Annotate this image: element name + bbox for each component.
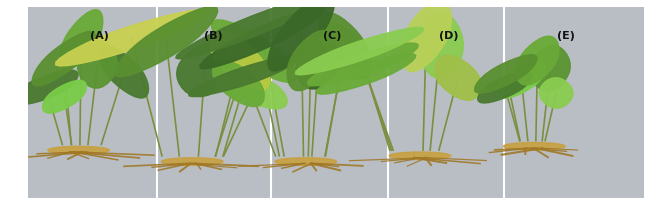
Polygon shape [176, 0, 330, 60]
Polygon shape [189, 56, 302, 97]
Ellipse shape [161, 158, 223, 166]
Polygon shape [497, 62, 545, 98]
Polygon shape [401, 1, 452, 72]
Polygon shape [14, 71, 78, 105]
Polygon shape [530, 46, 571, 91]
Polygon shape [317, 54, 416, 95]
Text: (C): (C) [323, 31, 342, 41]
Text: (E): (E) [557, 31, 575, 41]
Polygon shape [474, 55, 537, 94]
Polygon shape [56, 11, 208, 67]
Polygon shape [319, 13, 371, 79]
Polygon shape [268, 0, 335, 72]
Polygon shape [223, 70, 287, 109]
Polygon shape [296, 28, 424, 76]
Polygon shape [60, 11, 103, 70]
Ellipse shape [503, 143, 565, 150]
Polygon shape [417, 13, 464, 79]
Polygon shape [99, 47, 149, 98]
Ellipse shape [389, 152, 451, 160]
Polygon shape [77, 41, 118, 89]
Polygon shape [209, 32, 269, 91]
Polygon shape [478, 72, 532, 103]
Polygon shape [212, 61, 264, 107]
Text: (D): (D) [439, 31, 459, 41]
Polygon shape [287, 31, 335, 91]
Polygon shape [516, 37, 559, 85]
Polygon shape [320, 24, 369, 80]
Polygon shape [32, 32, 95, 87]
Polygon shape [212, 21, 296, 83]
Text: (B): (B) [204, 31, 223, 41]
Polygon shape [435, 56, 481, 101]
Polygon shape [115, 7, 218, 77]
Polygon shape [42, 81, 87, 114]
Polygon shape [296, 41, 340, 90]
Ellipse shape [275, 158, 337, 166]
Polygon shape [539, 78, 573, 109]
Polygon shape [307, 44, 418, 86]
Polygon shape [200, 8, 325, 69]
Polygon shape [177, 44, 233, 97]
Ellipse shape [48, 147, 110, 154]
Text: (A): (A) [90, 31, 109, 41]
